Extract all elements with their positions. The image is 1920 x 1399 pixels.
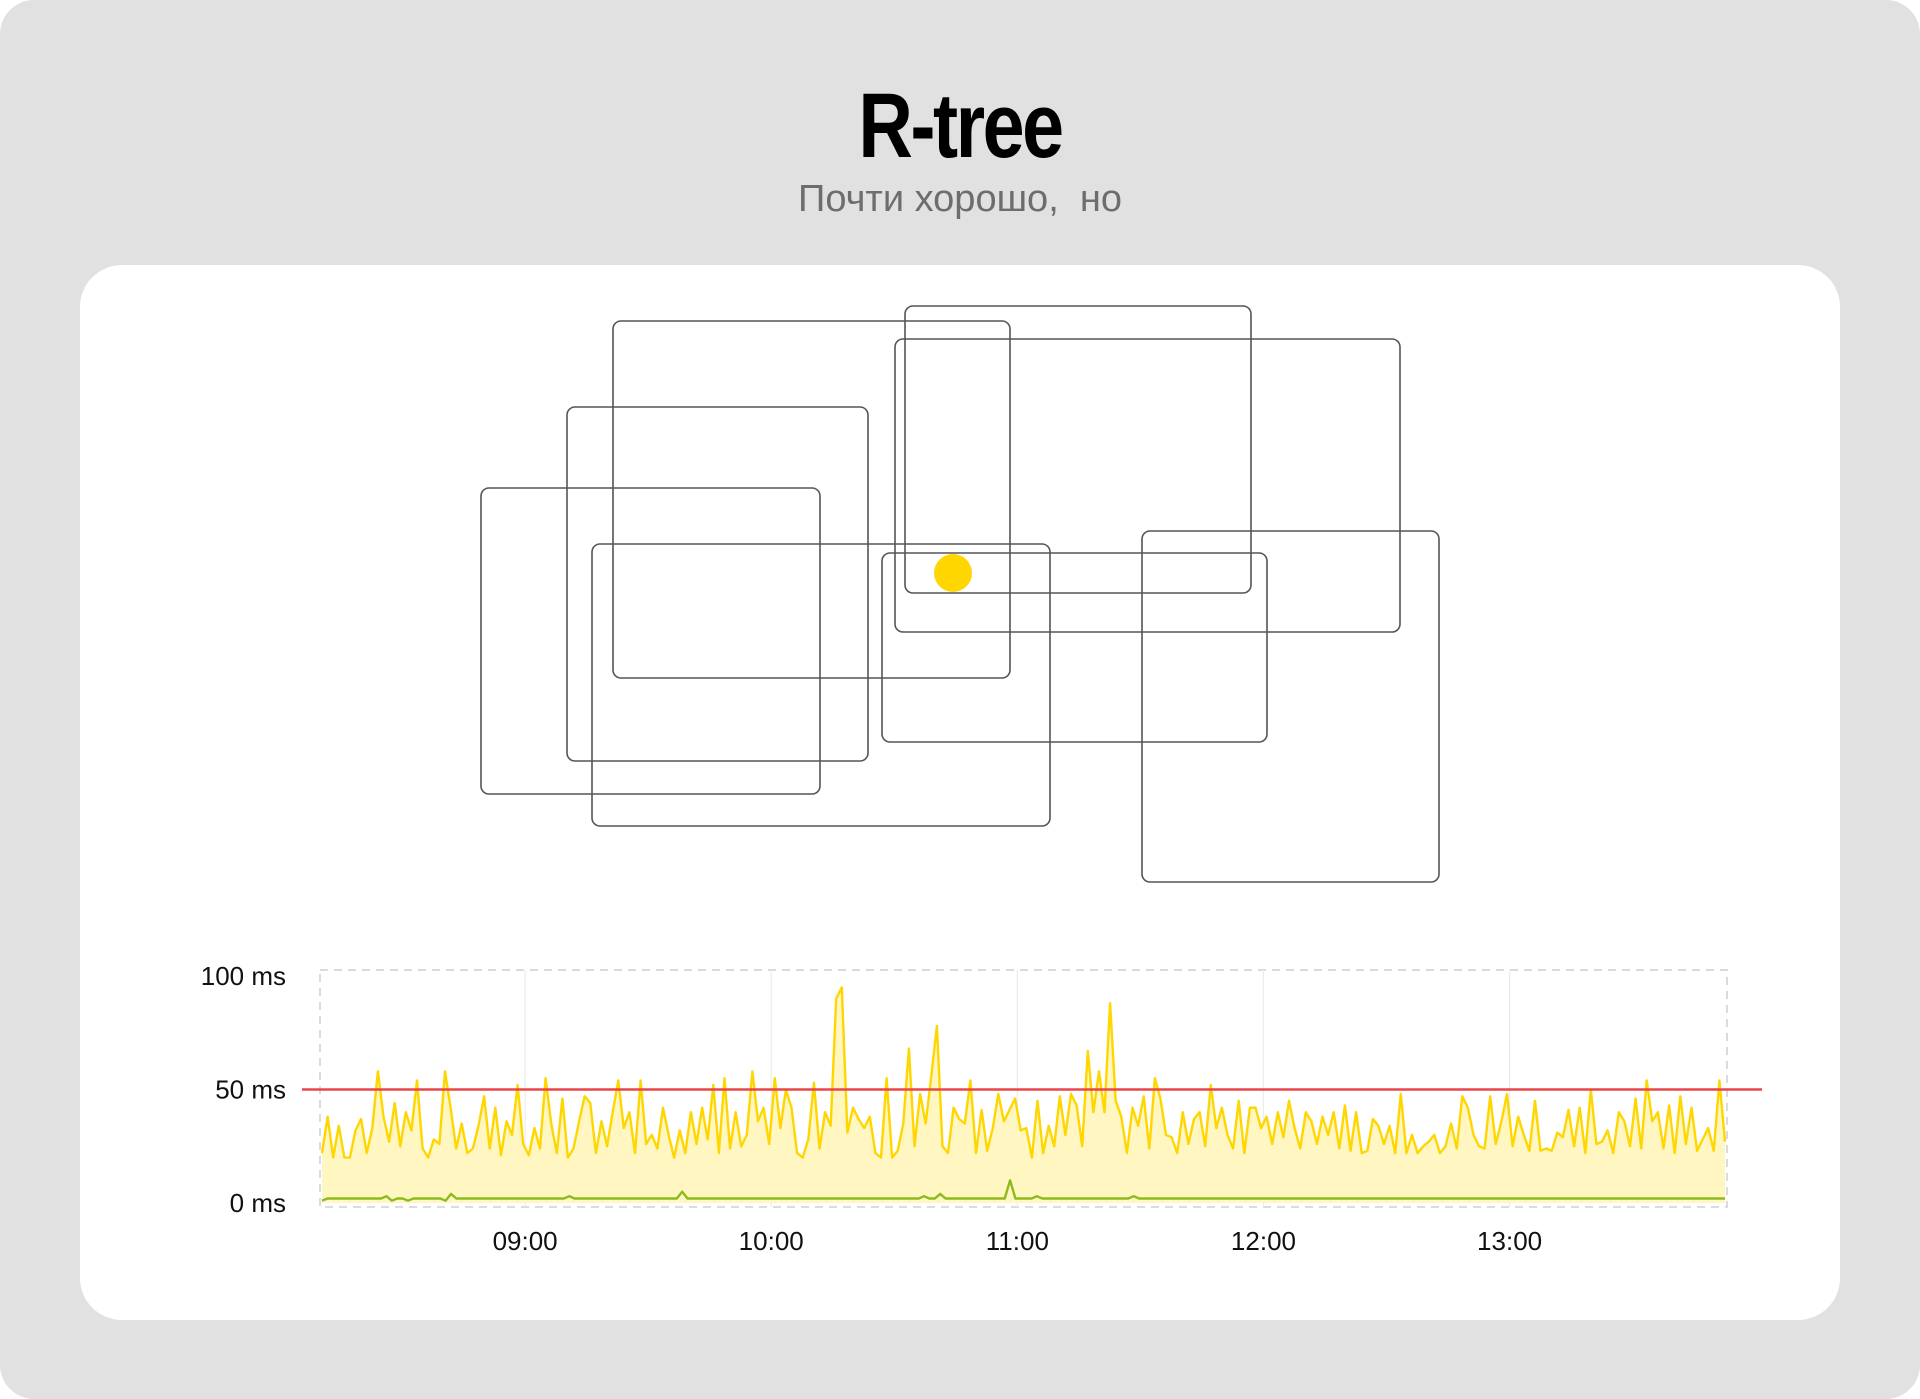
- latency-chart: 09:00 10:00 11:00 12:00 13:00 0 ms 50 ms 100 ms: [201, 961, 1762, 1256]
- page-title: R-tree: [858, 75, 1064, 177]
- bounding-rectangle: [612, 320, 1011, 679]
- bounding-rectangle: [591, 543, 1051, 827]
- x-tick-label: 11:00: [986, 1226, 1049, 1256]
- y-tick-label: 100 ms: [201, 961, 286, 991]
- rtree-diagram: [480, 305, 1440, 883]
- x-tick-label: 13:00: [1477, 1226, 1542, 1256]
- series-line: [321, 1179, 1725, 1202]
- bounding-rectangle: [894, 338, 1401, 633]
- series-line: [320, 986, 1727, 1159]
- bounding-rectangle: [904, 305, 1252, 594]
- x-tick-label: 10:00: [739, 1226, 804, 1256]
- bounding-rectangle: [566, 406, 869, 762]
- page-subtitle: Почти хорошо, но: [798, 178, 1122, 220]
- series-area: [322, 987, 1725, 1203]
- x-tick-label: 09:00: [493, 1226, 558, 1256]
- y-tick-label: 0 ms: [230, 1188, 286, 1218]
- bounding-rectangle: [881, 552, 1268, 743]
- y-tick-label: 50 ms: [215, 1075, 286, 1105]
- bounding-rectangle: [1141, 530, 1440, 883]
- bounding-rectangle: [480, 487, 821, 795]
- query-point: [934, 554, 972, 592]
- x-tick-label: 12:00: [1231, 1226, 1296, 1256]
